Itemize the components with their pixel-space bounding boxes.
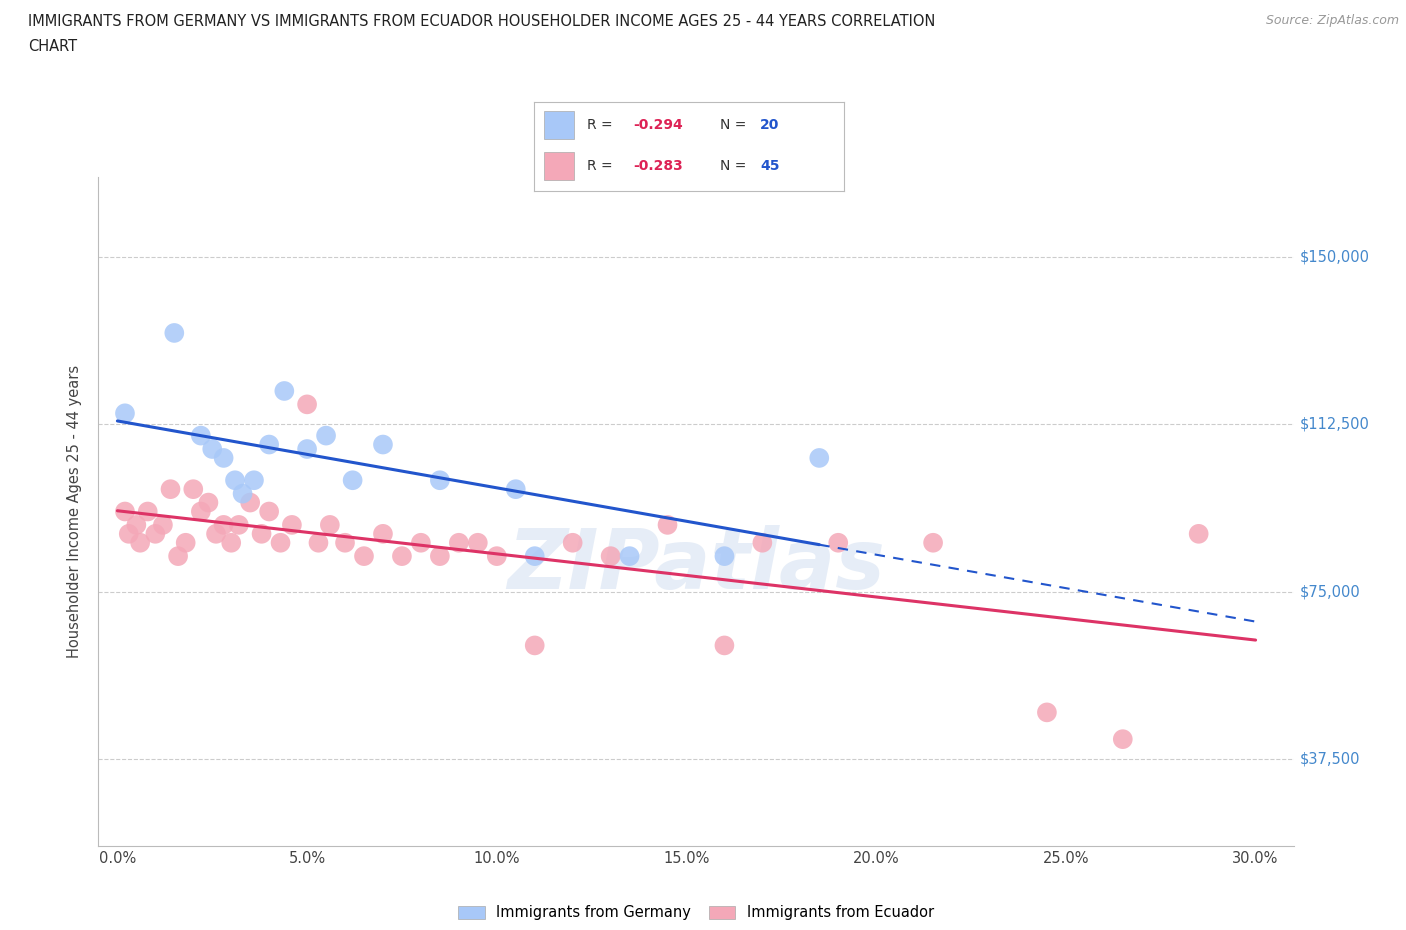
Point [232, 486, 254, 501]
Point [505, 482, 527, 497]
Point [308, 536, 330, 551]
Text: ZIPatlas: ZIPatlas [508, 525, 884, 605]
Point [1036, 705, 1059, 720]
Point [295, 442, 318, 457]
Point [333, 536, 356, 551]
Point [619, 549, 641, 564]
Text: R =: R = [586, 159, 617, 173]
Point [599, 549, 621, 564]
Point [342, 472, 364, 487]
Text: 20: 20 [761, 118, 779, 132]
Point [125, 517, 148, 532]
Point [319, 517, 342, 532]
Point [152, 517, 174, 532]
Point [243, 472, 266, 487]
Text: $37,500: $37,500 [1299, 751, 1360, 766]
Point [163, 326, 186, 340]
Point [281, 517, 304, 532]
Text: $112,500: $112,500 [1299, 417, 1369, 432]
Point [190, 504, 212, 519]
Point [212, 517, 235, 532]
Point [197, 495, 219, 510]
Text: $150,000: $150,000 [1299, 249, 1369, 264]
Point [159, 482, 181, 497]
Point [219, 536, 242, 551]
Bar [544, 152, 575, 180]
Point [429, 472, 451, 487]
Text: R =: R = [586, 118, 617, 132]
Point [136, 504, 159, 519]
Point [250, 526, 273, 541]
Point [273, 383, 295, 398]
Point [523, 638, 546, 653]
Point [114, 504, 136, 519]
Text: $75,000: $75,000 [1299, 584, 1360, 599]
Point [409, 536, 432, 551]
Text: CHART: CHART [28, 39, 77, 54]
Point [751, 536, 773, 551]
Text: N =: N = [720, 118, 751, 132]
Point [713, 638, 735, 653]
Point [257, 504, 280, 519]
Point [190, 428, 212, 443]
Text: 45: 45 [761, 159, 779, 173]
Point [391, 549, 413, 564]
Text: -0.294: -0.294 [633, 118, 683, 132]
Point [239, 495, 262, 510]
Point [315, 428, 337, 443]
Point [713, 549, 735, 564]
Point [523, 549, 546, 564]
Point [827, 536, 849, 551]
Point [181, 482, 204, 497]
Point [561, 536, 583, 551]
Point [205, 526, 228, 541]
Y-axis label: Householder Income Ages 25 - 44 years: Householder Income Ages 25 - 44 years [67, 365, 83, 658]
Point [1188, 526, 1211, 541]
Point [257, 437, 280, 452]
Point [485, 549, 508, 564]
Point [224, 472, 246, 487]
Point [114, 405, 136, 420]
Point [429, 549, 451, 564]
Point [201, 442, 224, 457]
Point [353, 549, 375, 564]
Point [922, 536, 945, 551]
Point [118, 526, 141, 541]
Point [129, 536, 152, 551]
Point [228, 517, 250, 532]
Point [467, 536, 489, 551]
Text: IMMIGRANTS FROM GERMANY VS IMMIGRANTS FROM ECUADOR HOUSEHOLDER INCOME AGES 25 - : IMMIGRANTS FROM GERMANY VS IMMIGRANTS FR… [28, 14, 935, 29]
Point [270, 536, 292, 551]
Legend: Immigrants from Germany, Immigrants from Ecuador: Immigrants from Germany, Immigrants from… [453, 899, 939, 926]
Text: N =: N = [720, 159, 751, 173]
Point [174, 536, 197, 551]
Point [295, 397, 318, 412]
Point [1112, 732, 1135, 747]
Point [371, 437, 394, 452]
Point [447, 536, 470, 551]
Point [808, 450, 831, 465]
Point [143, 526, 166, 541]
Bar [544, 111, 575, 140]
Text: -0.283: -0.283 [633, 159, 683, 173]
Point [212, 450, 235, 465]
Point [167, 549, 190, 564]
Text: Source: ZipAtlas.com: Source: ZipAtlas.com [1265, 14, 1399, 27]
Point [371, 526, 394, 541]
Point [657, 517, 679, 532]
